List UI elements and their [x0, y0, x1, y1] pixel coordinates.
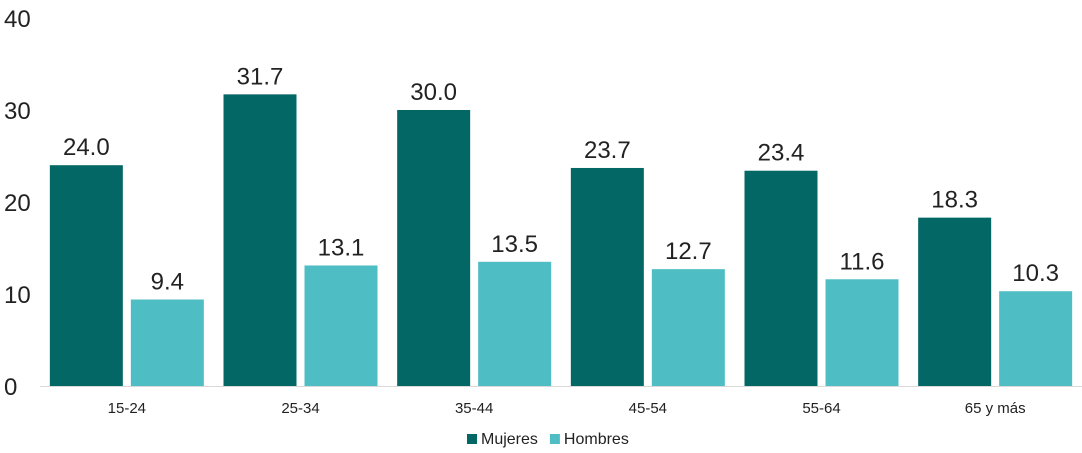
bar-mujeres-5	[918, 218, 991, 386]
bar-mujeres-4	[745, 171, 818, 386]
data-label: 23.7	[584, 137, 631, 164]
bar-mujeres-3	[571, 168, 644, 386]
y-tick-label: 0	[4, 374, 17, 401]
data-label: 10.3	[1012, 260, 1059, 287]
bar-hombres-4	[826, 279, 899, 386]
bar-mujeres-2	[397, 110, 470, 386]
data-label: 11.6	[840, 248, 885, 275]
data-label: 31.7	[237, 63, 284, 90]
data-label: 30.0	[410, 79, 457, 106]
x-tick-label: 55-64	[802, 400, 840, 417]
data-labels: 24.0 9.4 31.7 13.1 30.0 13.5 23.7 12.7 23.4 11.6 1…	[63, 63, 1059, 295]
legend-label-hombres: Hombres	[564, 431, 629, 448]
x-tick-label: 15-24	[108, 400, 146, 417]
x-tick-label: 65 y más	[965, 400, 1026, 417]
x-tick-label: 45-54	[629, 400, 667, 417]
x-tick-label: 35-44	[455, 400, 493, 417]
legend-label-mujeres: Mujeres	[481, 431, 538, 448]
data-label: 18.3	[931, 187, 978, 214]
data-label: 12.7	[665, 238, 712, 265]
x-axis: 15-24 25-34 35-44 45-54 55-64 65 y más	[108, 400, 1026, 417]
bars	[50, 94, 1072, 386]
bar-hombres-0	[131, 300, 204, 386]
bar-mujeres-0	[50, 165, 123, 386]
bar-hombres-5	[999, 291, 1072, 386]
legend-swatch-hombres	[550, 434, 560, 444]
data-label: 23.4	[758, 140, 805, 167]
bar-hombres-1	[305, 265, 378, 386]
x-tick-label: 25-34	[281, 400, 319, 417]
y-axis: 0 10 20 30 40	[4, 6, 31, 401]
bar-hombres-3	[652, 269, 725, 386]
legend-swatch-mujeres	[467, 434, 477, 444]
data-label: 9.4	[151, 269, 184, 296]
data-label: 13.1	[318, 234, 365, 261]
y-tick-label: 20	[4, 190, 31, 217]
data-label: 24.0	[63, 134, 110, 161]
y-tick-label: 10	[4, 282, 31, 309]
y-tick-label: 40	[4, 6, 31, 33]
y-tick-label: 30	[4, 98, 31, 125]
data-label: 13.5	[491, 231, 538, 258]
bar-hombres-2	[478, 262, 551, 386]
legend: Mujeres Hombres	[467, 431, 629, 448]
bar-mujeres-1	[224, 94, 297, 386]
